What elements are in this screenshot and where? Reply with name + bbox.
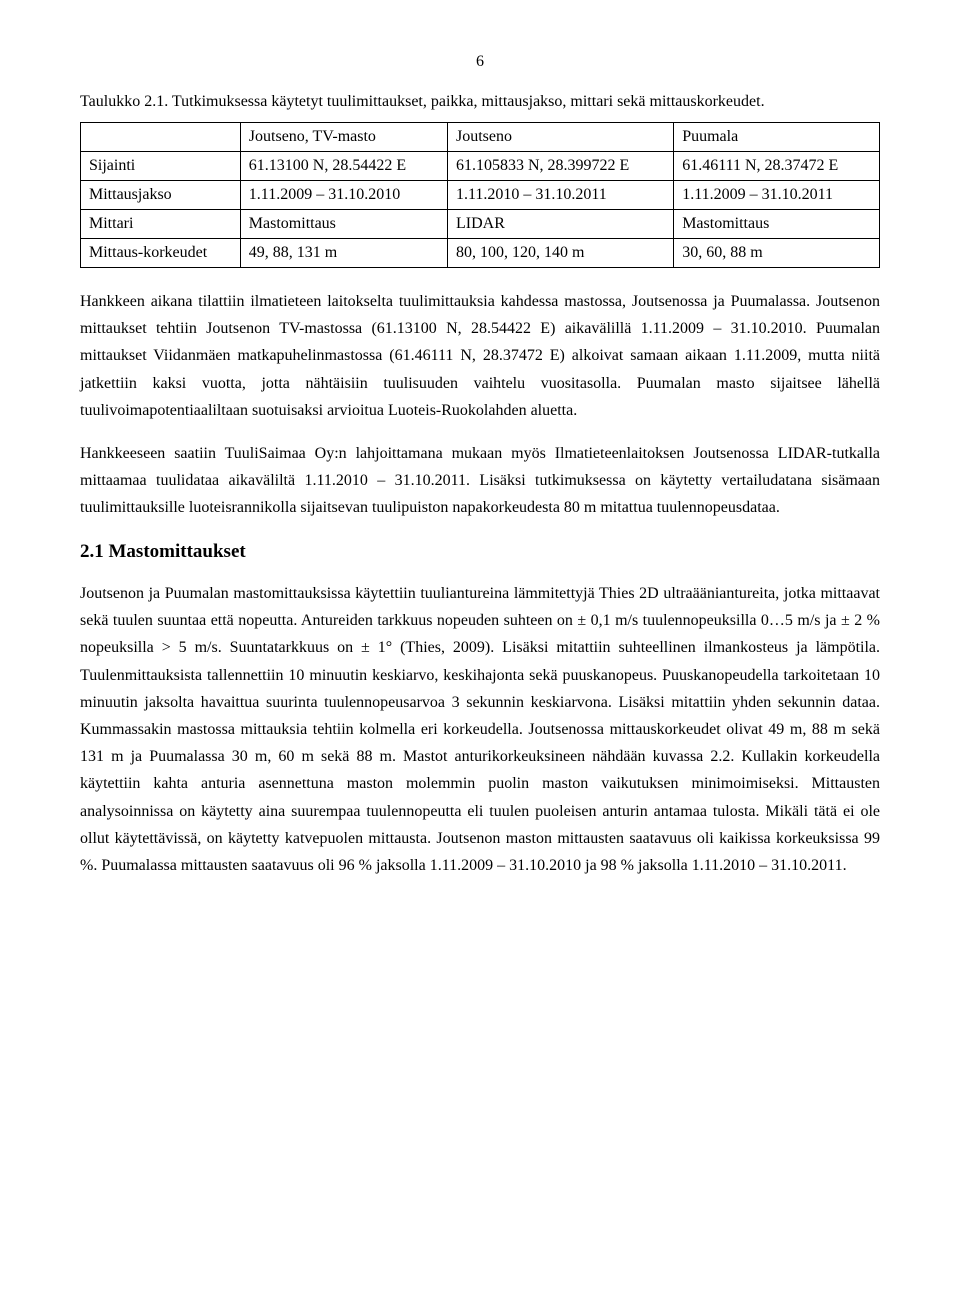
section-heading: 2.1 Mastomittaukset [80,538,880,567]
table-row: Sijainti 61.13100 N, 28.54422 E 61.10583… [81,152,880,181]
cell-mittausjakso-1: 1.11.2009 – 31.10.2010 [240,181,447,210]
page-number: 6 [80,50,880,74]
header-col2: Joutseno [447,123,673,152]
data-table: Joutseno, TV-masto Joutseno Puumala Sija… [80,122,880,268]
paragraph-3: Joutsenon ja Puumalan mastomittauksissa … [80,580,880,879]
cell-mittauskorkeudet-1: 49, 88, 131 m [240,239,447,268]
row-label-mittauskorkeudet: Mittaus-korkeudet [81,239,241,268]
cell-mittari-3: Mastomittaus [674,210,880,239]
table-caption: Taulukko 2.1. Tutkimuksessa käytetyt tuu… [80,90,880,114]
cell-mittari-2: LIDAR [447,210,673,239]
table-header-row: Joutseno, TV-masto Joutseno Puumala [81,123,880,152]
row-label-mittari: Mittari [81,210,241,239]
cell-sijainti-3: 61.46111 N, 28.37472 E [674,152,880,181]
table-row: Mittaus-korkeudet 49, 88, 131 m 80, 100,… [81,239,880,268]
cell-mittauskorkeudet-2: 80, 100, 120, 140 m [447,239,673,268]
cell-mittauskorkeudet-3: 30, 60, 88 m [674,239,880,268]
paragraph-2: Hankkeeseen saatiin TuuliSaimaa Oy:n lah… [80,440,880,522]
row-label-sijainti: Sijainti [81,152,241,181]
row-label-mittausjakso: Mittausjakso [81,181,241,210]
header-col3: Puumala [674,123,880,152]
paragraph-1: Hankkeen aikana tilattiin ilmatieteen la… [80,288,880,424]
header-blank [81,123,241,152]
cell-mittari-1: Mastomittaus [240,210,447,239]
cell-sijainti-1: 61.13100 N, 28.54422 E [240,152,447,181]
cell-sijainti-2: 61.105833 N, 28.399722 E [447,152,673,181]
header-col1: Joutseno, TV-masto [240,123,447,152]
cell-mittausjakso-3: 1.11.2009 – 31.10.2011 [674,181,880,210]
cell-mittausjakso-2: 1.11.2010 – 31.10.2011 [447,181,673,210]
table-row: Mittari Mastomittaus LIDAR Mastomittaus [81,210,880,239]
table-row: Mittausjakso 1.11.2009 – 31.10.2010 1.11… [81,181,880,210]
